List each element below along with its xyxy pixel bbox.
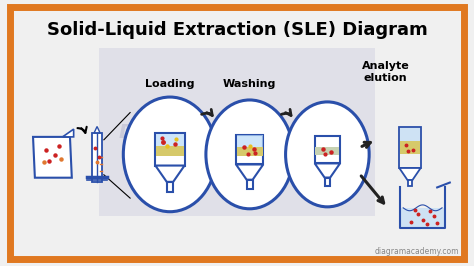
Bar <box>99 48 375 216</box>
Bar <box>401 208 444 228</box>
Text: Diagram Academy: Diagram Academy <box>119 123 318 143</box>
Bar <box>400 128 420 142</box>
Bar <box>315 136 340 163</box>
Bar <box>167 182 173 192</box>
Polygon shape <box>399 168 420 180</box>
Bar <box>237 147 263 156</box>
Text: Analyte
elution: Analyte elution <box>362 61 410 84</box>
Polygon shape <box>33 137 72 178</box>
Bar <box>236 135 263 164</box>
Polygon shape <box>236 164 263 180</box>
Bar <box>237 135 263 147</box>
Polygon shape <box>63 129 73 137</box>
Ellipse shape <box>286 102 369 207</box>
Bar <box>408 180 412 186</box>
Bar <box>155 134 184 165</box>
Bar <box>399 127 420 168</box>
Polygon shape <box>315 163 340 178</box>
Text: Washing: Washing <box>223 79 276 89</box>
Ellipse shape <box>123 97 217 212</box>
Bar <box>156 146 184 156</box>
Bar <box>325 178 330 186</box>
Polygon shape <box>94 127 100 133</box>
Bar <box>400 142 420 154</box>
Bar <box>156 134 184 146</box>
Text: diagramacademy.com: diagramacademy.com <box>375 247 459 256</box>
Text: Loading: Loading <box>145 79 195 89</box>
Bar <box>316 147 339 155</box>
Bar <box>316 147 339 155</box>
Ellipse shape <box>206 100 293 209</box>
Bar <box>92 133 102 182</box>
Bar <box>246 180 253 189</box>
Polygon shape <box>155 165 184 182</box>
Text: Solid-Liquid Extraction (SLE) Diagram: Solid-Liquid Extraction (SLE) Diagram <box>46 21 428 39</box>
